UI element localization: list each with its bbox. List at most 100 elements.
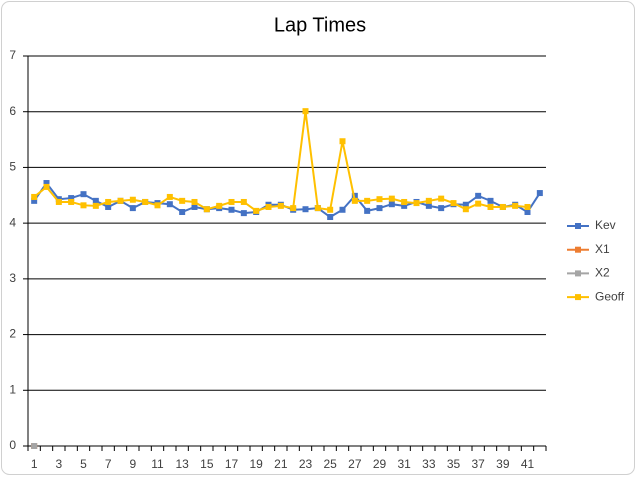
data-point <box>179 197 186 204</box>
data-point <box>524 203 531 210</box>
y-tick-label: 5 <box>9 160 16 174</box>
legend-label: Geoff <box>595 289 625 303</box>
data-point <box>92 197 99 204</box>
data-point <box>425 197 432 204</box>
data-point <box>401 202 408 209</box>
data-point <box>43 183 50 190</box>
data-point <box>55 198 62 205</box>
data-point <box>351 192 358 199</box>
x-tick-label: 9 <box>129 457 136 471</box>
data-point <box>129 205 136 212</box>
chart-frame <box>1 1 635 475</box>
x-tick-label: 31 <box>397 457 411 471</box>
x-tick-label: 41 <box>521 457 535 471</box>
data-point <box>339 138 346 145</box>
y-tick-label: 2 <box>9 327 16 341</box>
x-tick-label: 29 <box>373 457 387 471</box>
data-point <box>413 200 420 207</box>
data-point <box>105 203 112 210</box>
x-tick-label: 27 <box>348 457 362 471</box>
y-tick-label: 6 <box>9 104 16 118</box>
data-point <box>179 209 186 215</box>
data-point <box>68 198 75 205</box>
data-point <box>277 202 284 209</box>
data-point <box>142 198 149 205</box>
data-point <box>302 206 309 213</box>
legend-marker <box>575 270 581 277</box>
data-point <box>105 198 112 205</box>
data-point <box>499 203 506 210</box>
data-point <box>462 206 469 213</box>
x-tick-label: 11 <box>151 457 164 471</box>
data-point <box>80 191 87 198</box>
data-point <box>388 201 395 208</box>
data-point <box>265 203 272 210</box>
legend-marker <box>575 223 581 229</box>
data-point <box>376 196 383 203</box>
data-point <box>228 206 235 213</box>
data-point <box>80 202 87 209</box>
data-point <box>191 203 198 210</box>
data-point <box>475 200 482 207</box>
data-point <box>401 198 408 205</box>
data-point <box>31 443 38 449</box>
x-tick-label: 15 <box>200 457 214 471</box>
x-tick-label: 33 <box>422 457 436 471</box>
x-tick-label: 19 <box>249 457 263 471</box>
y-tick-label: 1 <box>9 382 16 396</box>
data-point <box>117 197 124 204</box>
data-point <box>166 193 173 200</box>
y-tick-label: 3 <box>9 271 16 285</box>
data-point <box>43 180 50 187</box>
y-tick-label: 7 <box>9 48 16 62</box>
data-point <box>438 195 445 202</box>
data-point <box>31 197 38 204</box>
x-tick-label: 3 <box>55 457 62 471</box>
x-tick-label: 35 <box>447 457 461 471</box>
data-point <box>351 197 358 204</box>
data-point <box>487 203 494 210</box>
data-point <box>68 195 75 202</box>
data-point <box>191 198 198 205</box>
legend-marker <box>575 246 581 253</box>
y-tick-label: 0 <box>9 438 16 452</box>
data-point <box>253 207 260 214</box>
x-tick-label: 1 <box>31 457 38 471</box>
x-tick-label: 21 <box>274 457 288 471</box>
data-point <box>487 197 494 204</box>
data-point <box>92 202 99 209</box>
data-point <box>339 206 346 213</box>
y-tick-label: 4 <box>9 215 16 229</box>
legend-label: X2 <box>595 266 610 280</box>
data-point <box>203 206 210 213</box>
data-point <box>327 206 334 213</box>
x-tick-label: 25 <box>323 457 337 471</box>
data-point <box>314 205 321 212</box>
data-point <box>475 192 482 199</box>
legend-label: Kev <box>595 218 616 232</box>
x-tick-label: 23 <box>299 457 313 471</box>
data-point <box>524 209 531 215</box>
data-point <box>216 202 223 209</box>
data-point <box>462 201 469 208</box>
data-point <box>302 108 309 115</box>
data-point <box>327 214 334 221</box>
data-point <box>364 197 371 204</box>
data-point <box>425 202 432 209</box>
data-point <box>290 205 297 212</box>
x-tick-label: 13 <box>175 457 189 471</box>
x-tick-label: 5 <box>80 457 87 471</box>
data-point <box>536 190 543 197</box>
data-point <box>512 202 519 209</box>
data-point <box>154 202 161 209</box>
data-point <box>129 196 136 203</box>
data-point <box>240 210 247 217</box>
legend-label: X1 <box>595 242 610 256</box>
legend-marker <box>575 294 581 301</box>
x-tick-label: 7 <box>105 457 112 471</box>
data-point <box>450 200 457 207</box>
x-tick-label: 37 <box>471 457 485 471</box>
data-point <box>376 205 383 212</box>
data-point <box>166 201 173 208</box>
